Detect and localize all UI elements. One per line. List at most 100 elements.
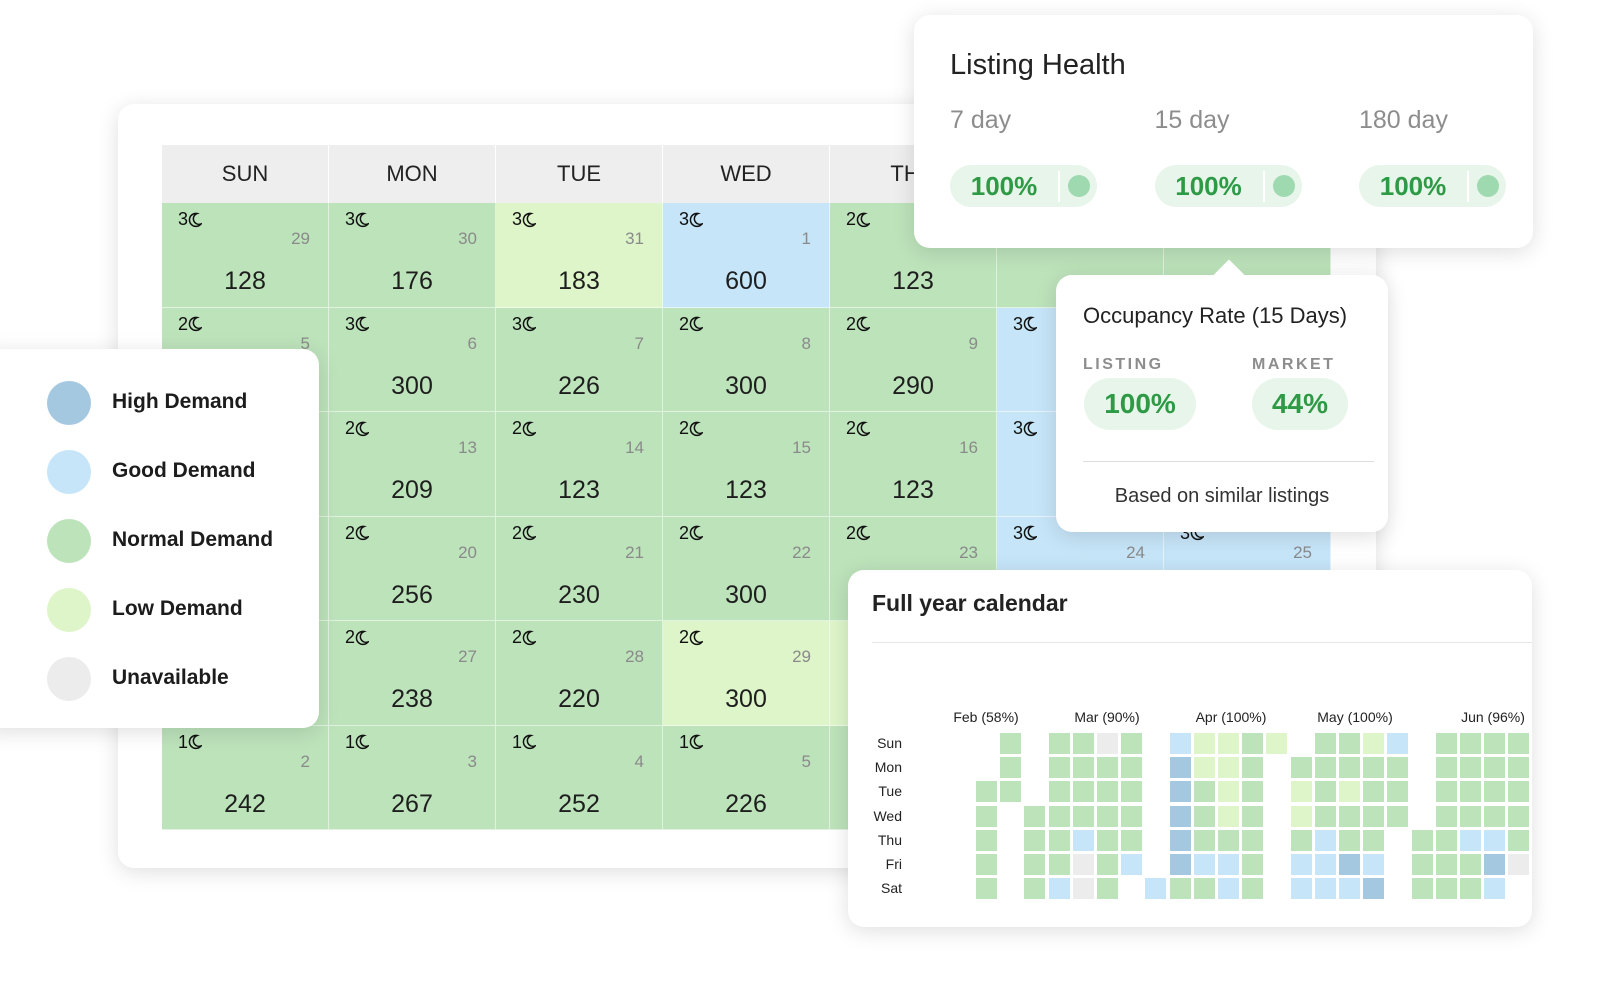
heatmap-cell [1363,805,1385,827]
nights: 1 [345,731,370,753]
nights: 2 [512,418,537,439]
nights-count: 1 [345,731,356,752]
price: 300 [391,371,433,400]
moon-icon [689,212,704,227]
nights: 2 [846,314,871,335]
nights-count: 2 [679,627,690,647]
period-label: 180 day [1359,106,1448,134]
moon-icon [856,212,871,227]
heatmap-cell [1339,757,1360,779]
legend-label: Low Demand [112,597,243,620]
nights-count: 2 [512,418,523,438]
nights: 2 [345,418,370,439]
moon-icon [689,421,704,436]
nights: 1 [178,732,203,753]
nights: 2 [512,627,537,648]
heatmap-cell [1290,805,1312,827]
heatmap-cell [1339,805,1360,827]
nights: 3 [512,314,537,335]
heatmap-cell [1314,781,1336,803]
day-cell: 1 4 252 [496,725,663,830]
day-cell: 3 7 226 [496,307,663,412]
day-number: 1 [801,229,811,248]
listing-health-card: Listing Health 7 day 100% 15 day 100% 180 da… [914,15,1533,248]
heatmap-cell [1048,829,1070,851]
heatmap-cell [1169,805,1191,827]
nights-count: 2 [679,418,690,438]
heatmap-cell [1145,878,1167,900]
day-number: 13 [458,438,477,457]
price: 123 [725,476,767,504]
health-value: 100% [1359,170,1469,202]
day-cell: 3 31 183 [496,203,663,308]
divider [872,642,1532,643]
heatmap-cell [1048,781,1070,803]
listing-pill: 100% [1084,378,1196,430]
heatmap-cell [1435,854,1457,875]
legend-label: Good Demand [112,459,256,482]
heatmap-cell [1484,829,1506,851]
day-number: 25 [1293,542,1312,562]
nights-count: 1 [512,731,523,752]
divider [1083,461,1374,462]
moon-icon [856,525,871,541]
health-pill: 100% [950,165,1097,207]
weekday-label: Sat [880,880,902,897]
moon-icon [522,316,537,332]
info-icon[interactable] [1477,175,1499,197]
day-number: 30 [458,229,477,248]
heatmap-cell [1048,805,1070,827]
price: 252 [558,789,600,818]
nights: 3 [345,314,370,335]
market-value: 44% [1271,388,1329,419]
moon-icon [522,630,537,645]
heatmap-cell [1411,854,1433,875]
nights-count: 2 [846,209,857,229]
moon-icon [188,734,203,750]
heatmap-cell [1242,733,1264,754]
moon-icon [522,525,537,541]
heatmap-cell [1460,878,1481,900]
heatmap-cell [1121,733,1143,754]
nights-count: 1 [679,731,690,752]
health-pill: 100% [1154,165,1302,207]
heatmap-cell [1363,781,1385,803]
nights-count: 3 [679,209,690,229]
heatmap-cell [1314,733,1336,754]
nights-count: 2 [345,418,356,438]
price: 256 [391,580,433,609]
day-number: 23 [959,542,978,562]
heatmap-cell [1314,757,1336,779]
heatmap-cell [976,878,997,900]
day-number: 27 [458,647,477,666]
day-number: 14 [625,438,644,457]
heatmap-cell [1266,733,1288,754]
moon-icon [522,421,537,436]
heatmap-cell [1339,829,1360,851]
nights-count: 2 [846,522,857,543]
nights: 3 [1013,523,1038,544]
legend-card: High Demand Good Demand Normal Demand Low D… [0,349,319,728]
heatmap-cell [1072,733,1094,754]
heatmap-cell [1387,781,1409,803]
moon-icon [355,212,370,227]
health-value: 100% [950,170,1060,202]
heatmap-cell [1290,829,1312,851]
day-cell: 3 1 600 [663,203,830,308]
heatmap-cell [1484,878,1506,900]
listing-label: LISTING [1083,356,1164,373]
heatmap-cell [976,854,997,875]
nights: 3 [512,209,537,230]
info-icon[interactable] [1068,175,1090,197]
nights-count: 2 [512,522,523,543]
heatmap-cell [1024,878,1046,900]
nights-count: 3 [178,209,189,229]
heatmap-cell [1242,757,1264,779]
day-cell: 1 3 267 [329,725,496,830]
heatmap-cell [1484,805,1506,827]
nights: 1 [679,731,704,753]
moon-icon [355,630,370,645]
nights-count: 3 [1180,522,1191,543]
info-icon[interactable] [1272,175,1295,197]
